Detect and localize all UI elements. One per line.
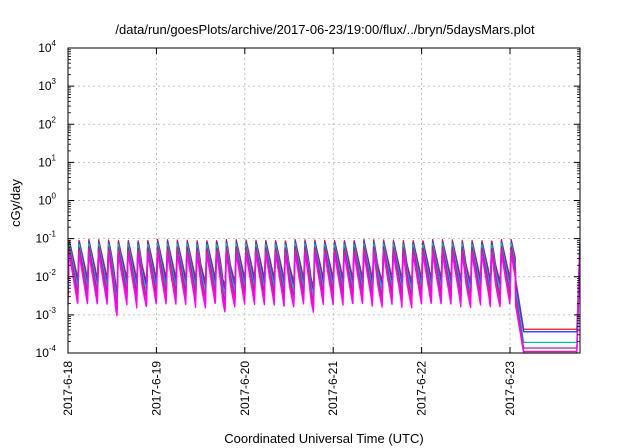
y-tick-label: 10-2	[36, 268, 57, 284]
y-tick-label: 10-4	[36, 344, 57, 360]
y-tick-label: 100	[38, 192, 56, 208]
y-tick-label: 103	[38, 77, 56, 93]
y-axis: 10-4 10-3 10-2 10-1 100 101 102 103 104	[36, 39, 580, 360]
series-line-6	[67, 253, 581, 354]
y-tick-label: 102	[38, 115, 56, 131]
y-axis-label: cGy/day	[8, 179, 23, 227]
x-tick-label: 2017-6-19	[149, 361, 163, 416]
x-tick-label: 2017-6-22	[415, 361, 429, 416]
x-tick-label: 2017-6-21	[326, 361, 340, 416]
y-tick-label: 10-1	[36, 230, 57, 246]
grid	[68, 48, 580, 353]
x-axis-label: Coordinated Universal Time (UTC)	[224, 431, 423, 446]
x-tick-label: 2017-6-23	[503, 361, 517, 416]
x-tick-label: 2017-6-18	[61, 361, 75, 416]
chart-title: /data/run/goesPlots/archive/2017-06-23/1…	[115, 22, 535, 37]
y-tick-label: 10-3	[36, 306, 57, 322]
x-axis: 2017-6-18 2017-6-19 2017-6-20 2017-6-21 2017…	[61, 48, 517, 416]
y-tick-label: 101	[38, 153, 56, 169]
series-lines	[67, 238, 581, 354]
y-tick-label: 104	[38, 39, 56, 55]
x-tick-label: 2017-6-20	[238, 361, 252, 416]
